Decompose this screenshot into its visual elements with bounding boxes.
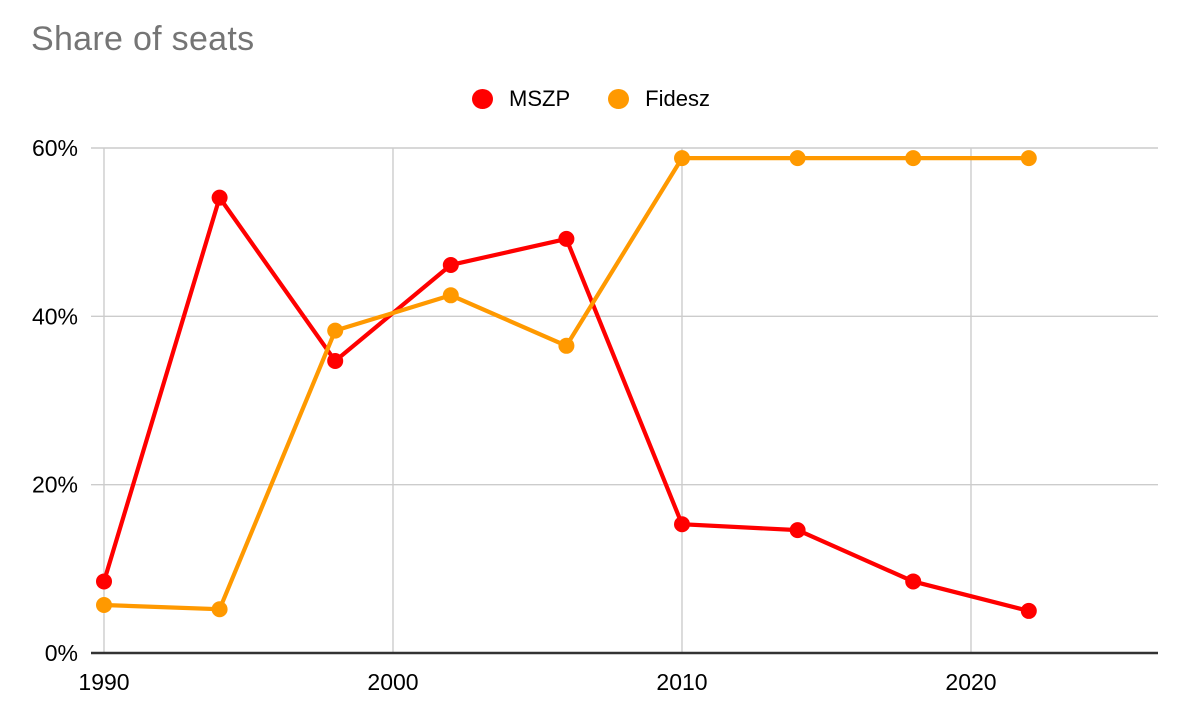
- x-tick-label: 2000: [367, 669, 418, 695]
- data-point-mszp-2002: [442, 256, 459, 273]
- data-point-mszp-2022: [1020, 602, 1037, 619]
- chart-title: Share of seats: [31, 20, 255, 58]
- series-line-fidesz: [103, 156, 1029, 612]
- data-point-fidesz-2006: [558, 337, 575, 354]
- data-point-mszp-2010: [674, 516, 690, 533]
- data-point-mszp-2014: [789, 522, 806, 539]
- y-tick-label: 0%: [45, 640, 78, 666]
- legend-marker-mszp-icon: [472, 89, 494, 109]
- legend-item-mszp: MSZP: [472, 86, 570, 112]
- y-tick-label: 40%: [32, 303, 78, 329]
- legend-marker-fidesz-icon: [608, 89, 630, 109]
- x-tick-label: 2010: [656, 669, 707, 695]
- data-point-mszp-1994: [211, 189, 228, 206]
- data-point-mszp-2006: [558, 230, 575, 247]
- data-point-fidesz-2014: [789, 150, 806, 167]
- legend-label-mszp: MSZP: [509, 86, 571, 111]
- chart-legend: MSZP Fidesz: [0, 86, 1182, 112]
- y-tick-label: 60%: [32, 135, 78, 161]
- data-point-fidesz-2002: [442, 287, 459, 304]
- y-tick-label: 20%: [32, 472, 78, 498]
- data-point-fidesz-2022: [1020, 150, 1037, 167]
- data-point-fidesz-1998: [327, 322, 344, 339]
- x-tick-label: 2020: [945, 669, 996, 695]
- data-point-mszp-1990: [96, 573, 112, 590]
- data-point-fidesz-1994: [211, 601, 228, 618]
- legend-label-fidesz: Fidesz: [645, 86, 710, 111]
- data-point-mszp-1998: [327, 352, 344, 369]
- x-tick-label: 1990: [78, 669, 129, 695]
- data-point-fidesz-2018: [905, 150, 922, 167]
- data-point-fidesz-1990: [96, 597, 112, 614]
- data-point-mszp-2018: [905, 573, 922, 590]
- legend-item-fidesz: Fidesz: [608, 86, 710, 112]
- data-point-fidesz-2010: [674, 150, 690, 167]
